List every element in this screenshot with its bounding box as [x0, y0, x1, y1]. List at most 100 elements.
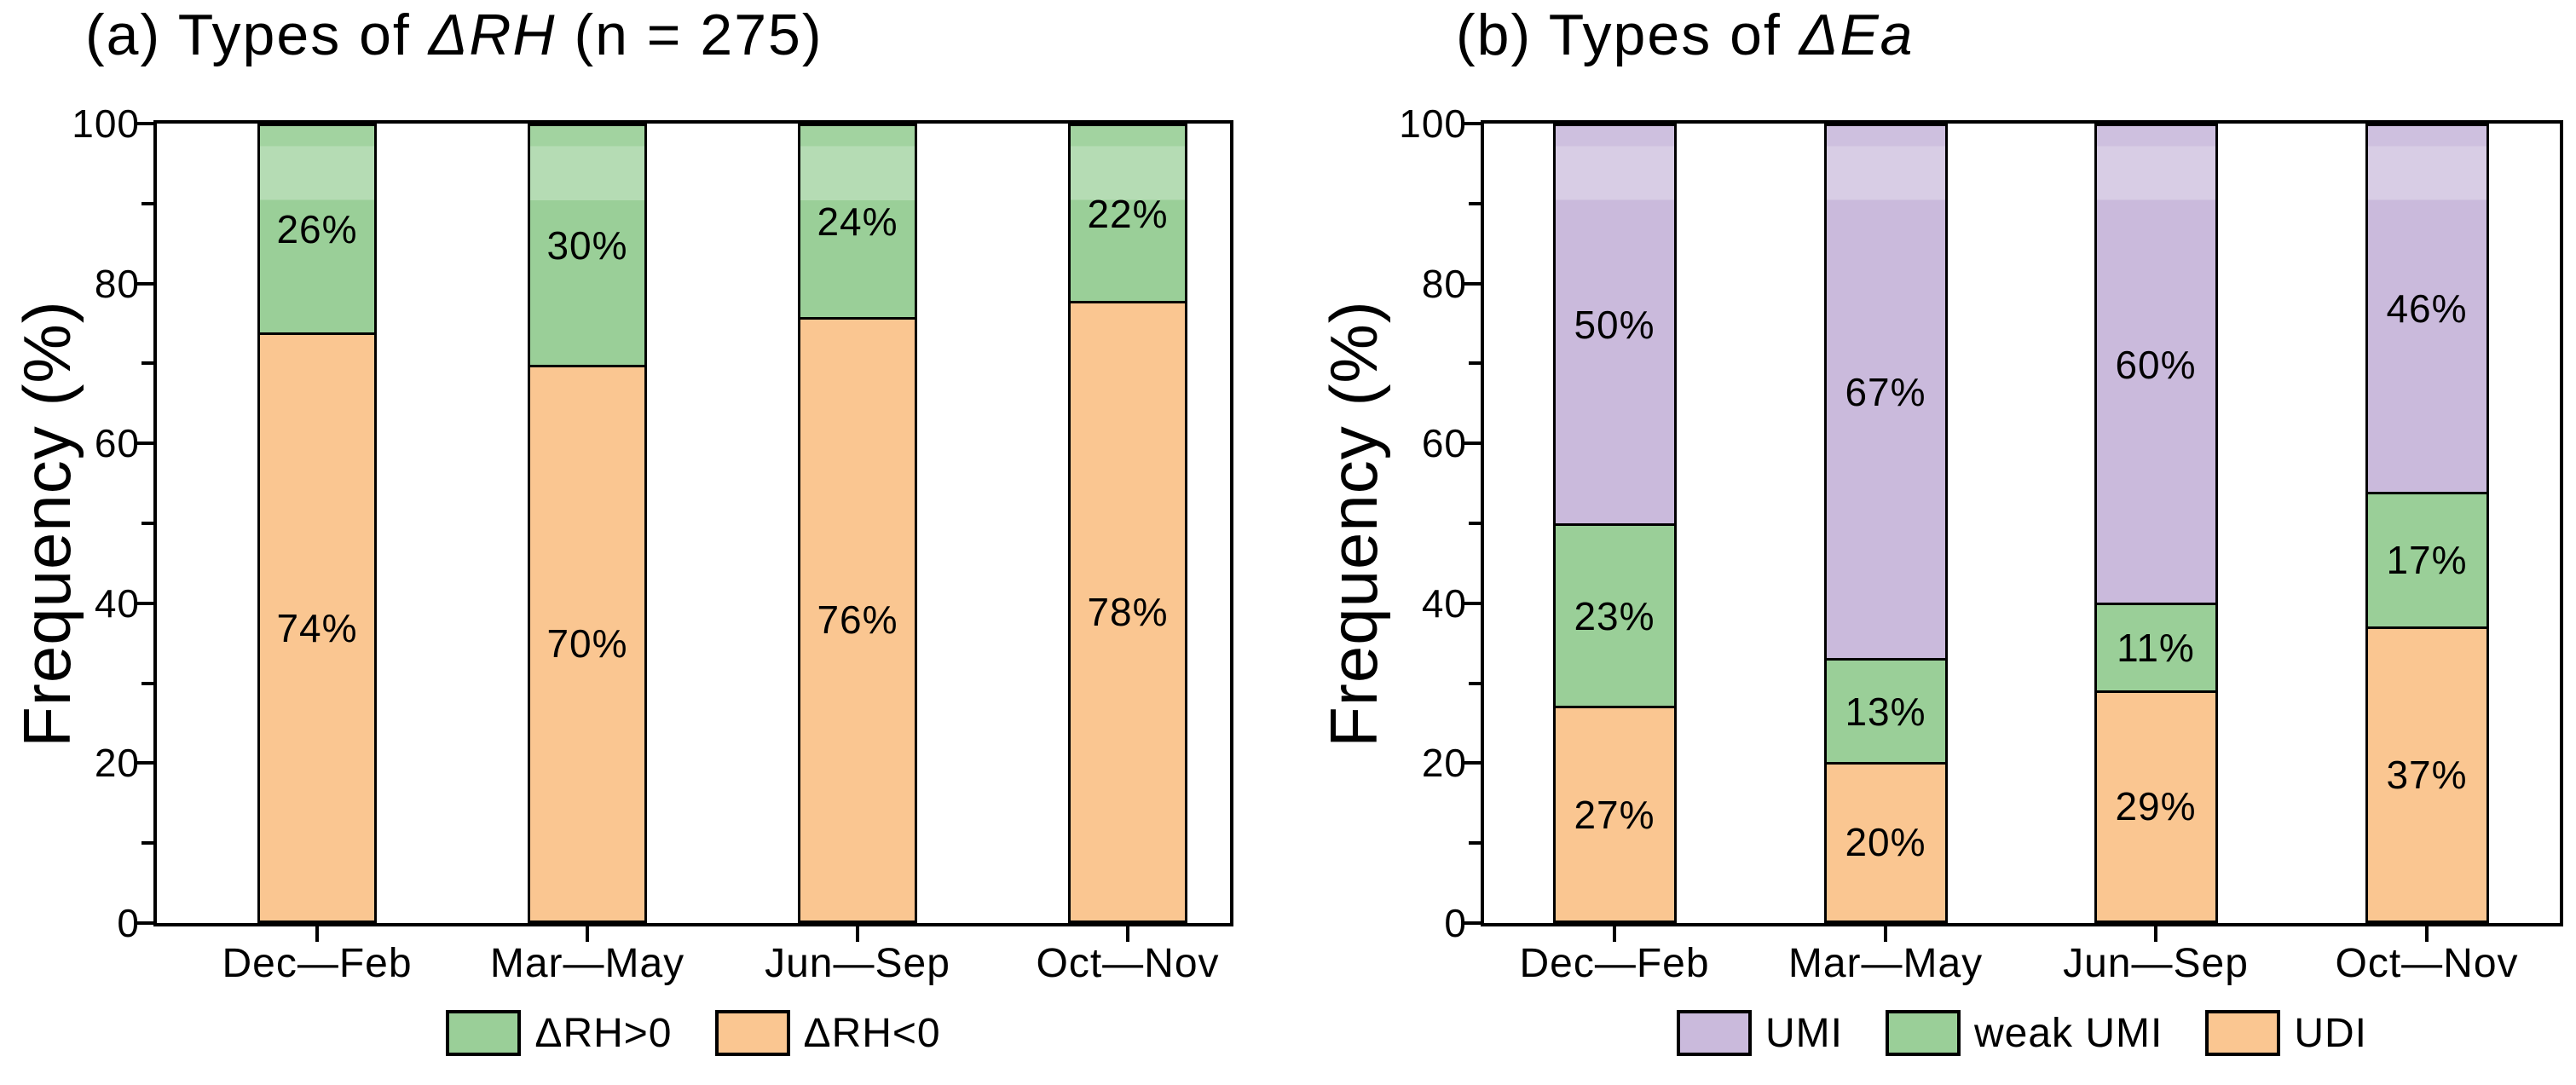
legend-swatch — [714, 1010, 790, 1056]
chart-a-title: (a) Types of ΔRH (n = 275) — [85, 2, 823, 68]
y-tick-label: 100 — [72, 101, 140, 146]
bar-segment: 76% — [800, 316, 915, 921]
legend-label: weak UMI — [1973, 1010, 2163, 1056]
bar-value-label: 46% — [2386, 286, 2468, 332]
y-axis-major-tick — [135, 601, 155, 605]
bar-value-label: 24% — [817, 199, 898, 244]
legend-b: UMI weak UMI UDI — [1481, 1007, 2563, 1059]
y-axis-major-tick — [135, 122, 155, 125]
bar-value-label: 29% — [2115, 784, 2197, 829]
x-axis-tick — [586, 925, 589, 942]
y-tick-label: 80 — [94, 261, 140, 306]
bar-segment: 24% — [800, 126, 915, 317]
x-axis-tick — [315, 925, 319, 942]
y-axis-minor-tick — [142, 681, 155, 685]
x-axis-tick — [2154, 925, 2157, 942]
y-axis-major-tick — [135, 921, 155, 925]
legend-swatch — [2205, 1010, 2281, 1056]
chart-b-title: (b) Types of ΔEa — [1456, 2, 1915, 68]
x-tick-label: Mar—May — [1788, 941, 1984, 986]
x-tick-label: Dec—Feb — [222, 941, 413, 986]
legend-swatch — [1676, 1010, 1752, 1056]
chart-b-title-prefix: (b) Types of — [1456, 3, 1799, 67]
bar-value-label: 78% — [1087, 590, 1169, 634]
y-axis-major-tick — [1462, 601, 1482, 605]
bar-segment: 23% — [1555, 523, 1674, 707]
bar: 50% 23% 27% — [1552, 124, 1677, 923]
bar-value-label: 26% — [276, 207, 358, 252]
bar-value-label: 20% — [1845, 820, 1926, 865]
bar-segment: 74% — [260, 332, 374, 921]
x-tick-label: Oct—Nov — [2335, 941, 2519, 986]
bar: 24% 76% — [798, 124, 917, 923]
chart-b-title-italic: ΔEa — [1799, 3, 1915, 67]
y-axis-major-tick — [1462, 761, 1482, 765]
x-tick-label: Jun—Sep — [2063, 941, 2249, 986]
y-axis-major-tick — [135, 281, 155, 286]
y-tick-label: 60 — [94, 421, 140, 466]
bar-value-label: 27% — [1574, 792, 1655, 837]
y-tick-label: 40 — [94, 580, 140, 626]
bar: 60% 11% 29% — [2094, 124, 2218, 923]
x-axis-tick — [1613, 925, 1616, 942]
x-tick-label: Dec—Feb — [1519, 941, 1710, 986]
bar-value-label: 60% — [2115, 342, 2197, 387]
legend-item: ΔRH<0 — [714, 1010, 941, 1057]
bar-value-label: 23% — [1574, 593, 1655, 638]
bar-segment: 13% — [1826, 658, 1945, 762]
y-axis-major-tick — [1462, 442, 1482, 446]
bar-segment: 20% — [1826, 761, 1945, 921]
bar-value-label: 30% — [546, 222, 628, 268]
y-axis-minor-tick — [1469, 361, 1482, 366]
y-tick-label: 20 — [94, 741, 140, 786]
bar-segment: 22% — [1071, 126, 1185, 302]
y-tick-label: 0 — [117, 901, 140, 945]
y-axis-minor-tick — [142, 841, 155, 845]
bar-value-label: 74% — [276, 605, 358, 650]
legend-swatch — [1885, 1010, 1961, 1056]
bar-segment: 27% — [1555, 706, 1674, 921]
y-axis-minor-tick — [142, 522, 155, 525]
legend-a: ΔRH>0 ΔRH<0 — [153, 1007, 1233, 1059]
bar-segment: 11% — [2096, 603, 2215, 690]
bar-segment: 29% — [2096, 690, 2215, 921]
bar-value-label: 37% — [2386, 753, 2468, 798]
bar-segment: 17% — [2367, 491, 2486, 627]
y-axis-minor-tick — [1469, 681, 1482, 685]
bar: 46% 17% 37% — [2365, 124, 2489, 923]
y-axis-minor-tick — [142, 201, 155, 205]
x-axis-tick — [2425, 925, 2429, 942]
bar-segment: 67% — [1826, 126, 1945, 659]
legend-item: UMI — [1676, 1010, 1843, 1057]
x-tick-label: Oct—Nov — [1036, 941, 1220, 986]
chart-a-title-italic: ΔRH — [428, 3, 557, 67]
legend-item: UDI — [2205, 1010, 2367, 1057]
legend-label: ΔRH<0 — [803, 1010, 941, 1056]
chart-a-title-suffix: (n = 275) — [556, 3, 823, 67]
bar-segment: 78% — [1071, 301, 1185, 921]
plot-area-a: 26% 74% 30% 70% 24% 76% 22% 78% — [153, 120, 1233, 926]
bar-value-label: 17% — [2386, 538, 2468, 583]
y-tick-label: 60 — [1421, 421, 1467, 466]
chart-a-title-prefix: (a) Types of — [85, 3, 429, 67]
y-axis-major-tick — [1462, 122, 1482, 125]
legend-label: UDI — [2294, 1010, 2368, 1056]
x-tick-label: Jun—Sep — [765, 941, 950, 986]
y-axis-label-b: Frequency (%) — [1315, 299, 1391, 747]
y-axis-label-b-wrap: Frequency (%) — [1307, 120, 1401, 926]
bar-value-label: 50% — [1574, 303, 1655, 347]
legend-label: ΔRH>0 — [534, 1010, 673, 1056]
bar-value-label: 76% — [817, 597, 898, 643]
x-axis-tick — [1126, 925, 1129, 942]
bar-value-label: 67% — [1845, 370, 1926, 415]
bar-value-label: 70% — [546, 621, 628, 667]
bar-value-label: 22% — [1087, 191, 1169, 236]
y-axis-major-tick — [135, 761, 155, 765]
y-axis-major-tick — [1462, 281, 1482, 286]
bar: 22% 78% — [1068, 124, 1187, 923]
y-tick-label: 80 — [1421, 261, 1467, 306]
y-axis-major-tick — [1462, 921, 1482, 925]
bar-segment: 26% — [260, 126, 374, 333]
y-axis-minor-tick — [1469, 841, 1482, 845]
